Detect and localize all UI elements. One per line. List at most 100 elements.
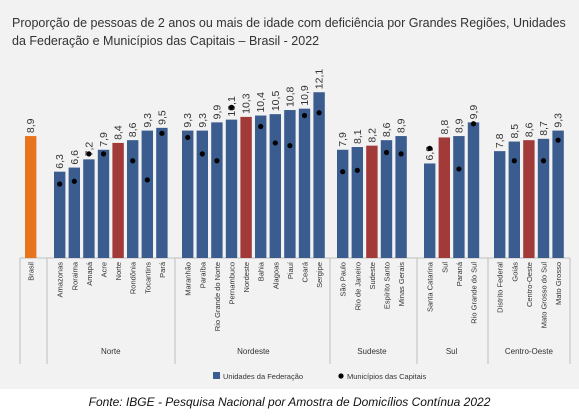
category-label: Centro-Oeste [525, 262, 534, 307]
category-label: Rio Grande do Sul [470, 262, 479, 324]
bar [25, 136, 37, 258]
category-label: Norte [114, 262, 123, 280]
capital-marker [354, 167, 360, 173]
legend-swatch-uf [213, 372, 220, 379]
capital-marker [228, 104, 235, 110]
category-label: Sergipe [315, 262, 324, 288]
category-label: Pernambuco [228, 262, 237, 305]
bar [182, 130, 194, 258]
data-label: 8,6 [381, 122, 393, 137]
category-label: Roraima [70, 261, 79, 290]
category-label: Goiás [510, 262, 519, 282]
category-label: Maranhão [184, 262, 193, 296]
data-label: 7,8 [494, 133, 506, 148]
data-label: 8,2 [366, 128, 378, 143]
data-label: 6,6 [69, 150, 81, 165]
data-label: 6,9 [424, 146, 436, 161]
bar [255, 115, 267, 259]
group-label: Sudeste [357, 347, 387, 356]
capital-marker [71, 178, 77, 184]
data-label: 8,9 [453, 118, 465, 133]
capital-marker [86, 151, 92, 157]
bar [366, 145, 378, 258]
bar [351, 147, 363, 258]
capital-marker [185, 134, 191, 141]
data-label: 10,8 [284, 86, 296, 107]
bar [298, 108, 311, 258]
data-label: 8,5 [509, 124, 521, 139]
category-label: Paraná [455, 261, 464, 286]
bar [313, 92, 325, 258]
bar [438, 137, 450, 258]
bar [225, 119, 238, 258]
bar [211, 122, 223, 259]
bar [395, 136, 407, 258]
bar [127, 140, 139, 258]
capital-marker [199, 151, 205, 157]
category-label: Paraíba [198, 261, 207, 288]
category-label: Piauí [286, 261, 295, 279]
bar [269, 114, 281, 259]
category-label: Nordeste [242, 262, 251, 292]
data-label: 10,4 [255, 92, 267, 113]
category-label: Tocantins [143, 262, 152, 294]
category-label: Bahia [257, 261, 266, 281]
category-label: Acre [100, 262, 109, 277]
data-label: 9,3 [142, 113, 154, 128]
capital-marker [398, 151, 404, 157]
capital-marker [159, 130, 165, 136]
chart-title: Proporção de pessoas de 2 anos ou mais d… [12, 16, 566, 48]
data-label: 7,9 [98, 132, 110, 147]
category-label: Rio de Janeiro [353, 262, 362, 310]
capital-marker [511, 158, 517, 164]
data-label: 7,9 [337, 132, 349, 147]
category-label: Sul [440, 262, 449, 273]
data-label: 7,2 [83, 142, 95, 157]
bar [97, 149, 110, 258]
category-label: Distrito Federal [496, 262, 505, 313]
bar [196, 130, 208, 258]
legend-label-uf: Unidades da Federação [223, 372, 303, 381]
data-label: 10,9 [299, 85, 311, 106]
data-label: 8,6 [127, 122, 139, 137]
data-label: 10,3 [241, 93, 253, 114]
data-label: 9,5 [156, 110, 168, 125]
category-label: Alagoas [271, 262, 280, 289]
capital-marker [456, 166, 462, 172]
category-label: Brasil [27, 262, 36, 281]
category-label: Minas Gerais [397, 262, 406, 306]
capital-marker [258, 123, 264, 130]
bar [380, 140, 393, 258]
category-label: Santa Catarina [426, 261, 435, 312]
bar [141, 130, 153, 258]
data-label: 10,5 [270, 91, 282, 112]
data-label: 8,8 [439, 120, 451, 135]
capital-marker [100, 151, 107, 157]
capital-marker [287, 143, 293, 149]
category-label: Sudeste [368, 262, 377, 290]
data-label: 8,9 [25, 118, 37, 133]
bar [337, 149, 349, 258]
capital-marker [57, 181, 63, 187]
capital-marker [555, 137, 561, 143]
group-label: Centro-Oeste [505, 347, 554, 356]
data-label: 8,1 [352, 129, 364, 144]
bar [552, 130, 564, 258]
source-note: Fonte: IBGE - Pesquisa Nacional por Amos… [88, 395, 491, 409]
data-label: 6,3 [54, 154, 66, 169]
capital-marker [301, 112, 308, 119]
data-label: 8,6 [523, 122, 535, 137]
category-label: Amazonas [56, 262, 65, 298]
data-label: 9,3 [182, 113, 194, 128]
category-label: Rondônia [129, 261, 138, 294]
bar [83, 159, 95, 258]
capital-marker [340, 169, 346, 175]
bar [54, 171, 66, 258]
data-label: 9,3 [553, 113, 565, 128]
data-label: 8,4 [113, 125, 125, 140]
capital-marker [540, 158, 547, 164]
capital-marker [316, 110, 322, 116]
category-label: Mato Grosso do Sul [540, 262, 549, 329]
legend-marker-capital [338, 373, 344, 379]
category-label: Amapá [85, 261, 94, 286]
